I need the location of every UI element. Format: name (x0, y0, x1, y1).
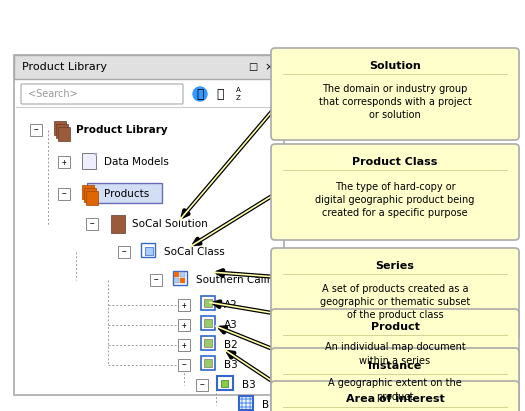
FancyBboxPatch shape (204, 359, 212, 367)
Circle shape (249, 398, 251, 400)
Text: A geographic extent on the
product: A geographic extent on the product (328, 379, 462, 402)
Text: −: − (62, 189, 66, 199)
Circle shape (249, 406, 251, 408)
FancyBboxPatch shape (271, 144, 519, 240)
Text: +: + (182, 300, 186, 309)
Text: Products: Products (104, 189, 149, 199)
Text: +: + (182, 321, 186, 330)
FancyBboxPatch shape (174, 278, 179, 283)
Circle shape (249, 402, 251, 404)
FancyBboxPatch shape (180, 278, 185, 283)
Text: Product Library: Product Library (76, 125, 167, 135)
Text: Data Models: Data Models (104, 157, 169, 167)
Text: Southern California: Southern California (196, 275, 297, 285)
FancyBboxPatch shape (58, 188, 70, 200)
FancyBboxPatch shape (271, 248, 519, 340)
Text: B3: B3 (242, 380, 256, 390)
FancyBboxPatch shape (201, 296, 215, 310)
FancyBboxPatch shape (86, 191, 98, 205)
Text: A3: A3 (224, 320, 238, 330)
Text: B3-1: B3-1 (262, 400, 286, 410)
Text: Product Library: Product Library (22, 62, 107, 72)
Circle shape (241, 402, 243, 404)
FancyBboxPatch shape (178, 319, 190, 331)
FancyBboxPatch shape (141, 243, 155, 257)
FancyBboxPatch shape (82, 185, 94, 199)
FancyBboxPatch shape (201, 336, 215, 350)
Text: +: + (182, 340, 186, 349)
Text: □: □ (248, 62, 257, 72)
Circle shape (241, 398, 243, 400)
Text: Series: Series (375, 261, 414, 271)
FancyBboxPatch shape (271, 348, 519, 411)
FancyBboxPatch shape (30, 124, 42, 136)
FancyBboxPatch shape (217, 376, 233, 390)
FancyBboxPatch shape (56, 124, 68, 138)
Text: −: − (122, 247, 127, 256)
Text: B3: B3 (224, 360, 238, 370)
FancyBboxPatch shape (145, 247, 153, 255)
Text: The type of hard-copy or
digital geographic product being
created for a specific: The type of hard-copy or digital geograp… (316, 182, 475, 218)
FancyBboxPatch shape (118, 246, 130, 258)
FancyBboxPatch shape (204, 339, 212, 347)
Circle shape (245, 398, 247, 400)
Text: −: − (90, 219, 94, 229)
FancyBboxPatch shape (58, 127, 70, 141)
FancyBboxPatch shape (271, 309, 519, 383)
Text: −: − (154, 275, 159, 284)
FancyBboxPatch shape (204, 299, 212, 307)
FancyBboxPatch shape (54, 121, 66, 135)
FancyBboxPatch shape (178, 299, 190, 311)
Circle shape (245, 406, 247, 408)
Text: ×: × (264, 62, 274, 72)
Text: 🔍: 🔍 (196, 88, 204, 101)
Text: −: − (34, 125, 38, 134)
Text: Product Class: Product Class (352, 157, 438, 167)
Text: A2: A2 (224, 300, 238, 310)
FancyBboxPatch shape (178, 339, 190, 351)
FancyBboxPatch shape (196, 379, 208, 391)
FancyBboxPatch shape (201, 316, 215, 330)
FancyBboxPatch shape (173, 271, 187, 285)
FancyBboxPatch shape (58, 156, 70, 168)
Circle shape (241, 406, 243, 408)
FancyBboxPatch shape (174, 272, 179, 277)
FancyBboxPatch shape (87, 183, 162, 203)
FancyBboxPatch shape (14, 55, 284, 395)
FancyBboxPatch shape (14, 55, 284, 79)
Text: +: + (62, 157, 66, 166)
Text: Product: Product (371, 322, 419, 332)
FancyBboxPatch shape (271, 381, 519, 411)
FancyBboxPatch shape (150, 274, 162, 286)
Text: The domain or industry group
that corresponds with a project
or solution: The domain or industry group that corres… (319, 84, 471, 120)
Text: −: − (200, 381, 204, 390)
Text: 📋: 📋 (216, 88, 224, 101)
FancyBboxPatch shape (111, 215, 125, 233)
Text: −: − (182, 360, 186, 369)
FancyBboxPatch shape (271, 48, 519, 140)
Text: SoCal Class: SoCal Class (164, 247, 225, 257)
Polygon shape (94, 153, 96, 155)
Text: <Search>: <Search> (28, 89, 78, 99)
FancyBboxPatch shape (178, 359, 190, 371)
FancyBboxPatch shape (82, 153, 96, 169)
FancyBboxPatch shape (84, 188, 96, 202)
FancyBboxPatch shape (21, 84, 183, 104)
FancyBboxPatch shape (86, 218, 98, 230)
Text: A
Z: A Z (236, 88, 240, 101)
FancyBboxPatch shape (239, 396, 253, 410)
FancyBboxPatch shape (204, 319, 212, 327)
Text: An individual map document
within a series: An individual map document within a seri… (324, 342, 465, 366)
Text: Instance: Instance (369, 361, 422, 371)
FancyBboxPatch shape (201, 356, 215, 370)
Text: SoCal Solution: SoCal Solution (132, 219, 208, 229)
Circle shape (193, 87, 207, 101)
Text: A set of products created as a
geographic or thematic subset
of the product clas: A set of products created as a geographi… (320, 284, 470, 320)
Text: Area of interest: Area of interest (345, 394, 444, 404)
FancyBboxPatch shape (180, 272, 185, 277)
FancyBboxPatch shape (221, 380, 228, 387)
Text: Solution: Solution (369, 61, 421, 71)
Text: B2: B2 (224, 340, 238, 350)
Circle shape (245, 402, 247, 404)
